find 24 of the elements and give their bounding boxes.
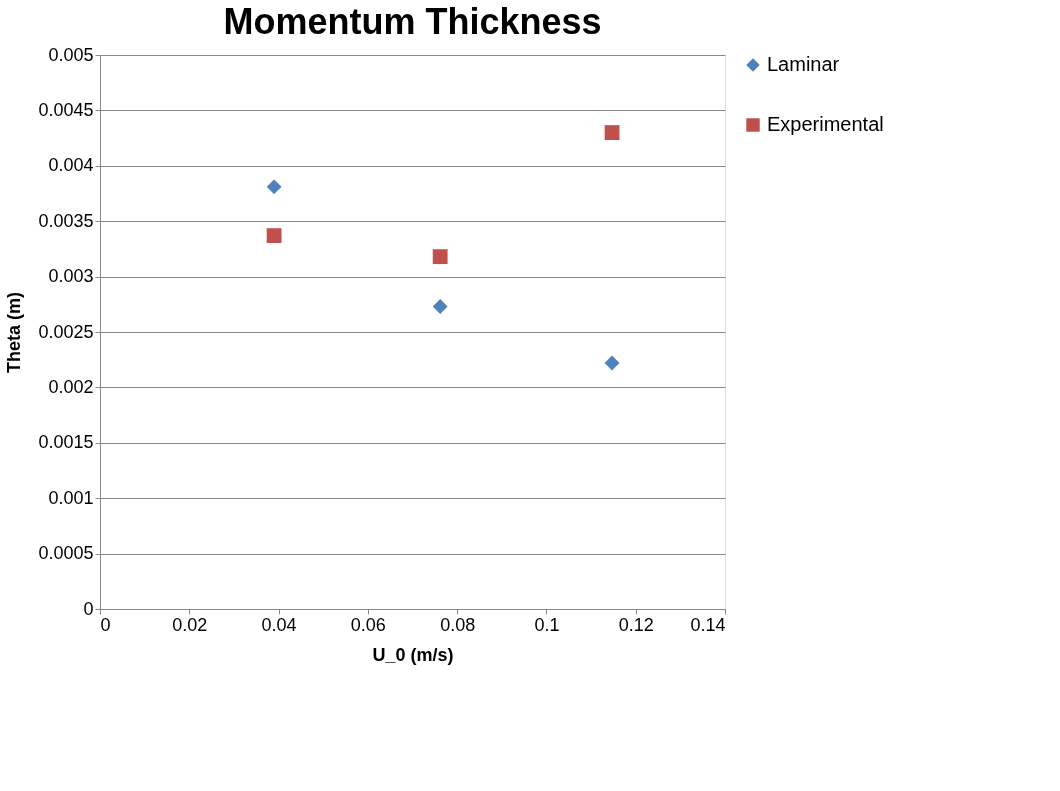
legend-label: Experimental [767,113,884,135]
x-tick-label: 0.14 [690,614,726,635]
y-tick-label: 0.0015 [38,432,94,453]
y-tick-label: 0.001 [48,487,94,508]
x-tick-label: 0.12 [618,614,654,635]
y-tick-label: 0.0005 [38,543,94,564]
y-tick-label: 0.005 [48,44,94,65]
y-tick-label: 0.003 [48,266,94,287]
x-axis-title: U_0 (m/s) [372,644,454,665]
y-tick-label: 0.0045 [38,99,94,120]
x-tick-label: 0.1 [534,614,560,635]
legend-label: Laminar [767,53,840,75]
y-tick-label: 0.0025 [38,321,94,342]
y-axis-title: Theta (m) [4,291,25,373]
x-tick-label: 0.04 [261,614,297,635]
y-tick-label: 0.004 [48,155,94,176]
x-tick-label: 0.02 [172,614,208,635]
y-tick-label: 0.0035 [38,210,94,231]
x-tick-label: 0.08 [440,614,476,635]
x-tick-label: 0.06 [350,614,386,635]
y-tick-label: 0.002 [48,376,94,397]
x-tick-label: 0 [100,614,111,635]
y-tick-label: 0 [83,598,94,619]
chart-title: Momentum Thickness [223,1,602,42]
